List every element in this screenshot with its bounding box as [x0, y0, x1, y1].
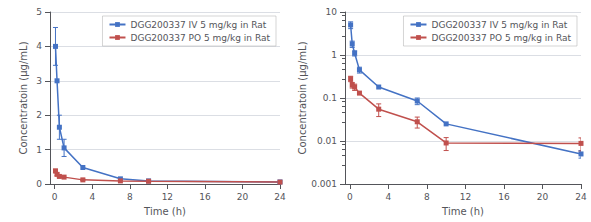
svg-text:DGG200337 IV 5 mg/kg in Rat: DGG200337 IV 5 mg/kg in Rat [431, 20, 567, 30]
svg-text:4: 4 [36, 41, 42, 51]
svg-text:2: 2 [36, 110, 42, 120]
svg-text:1: 1 [36, 145, 42, 155]
svg-text:Concentratoin (μg/mL): Concentratoin (μg/mL) [297, 41, 308, 154]
svg-text:0.1: 0.1 [323, 93, 337, 103]
svg-text:DGG200337 IV 5 mg/kg in Rat: DGG200337 IV 5 mg/kg in Rat [130, 20, 266, 30]
svg-text:0: 0 [347, 192, 353, 202]
svg-text:0.001: 0.001 [311, 179, 337, 189]
svg-text:5: 5 [36, 7, 42, 17]
svg-text:8: 8 [127, 192, 133, 202]
svg-text:4: 4 [385, 192, 391, 202]
svg-text:24: 24 [274, 192, 286, 202]
svg-text:Concentratoin (μg/mL): Concentratoin (μg/mL) [18, 41, 29, 154]
svg-text:DGG200337 PO 5 mg/kg in Rat: DGG200337 PO 5 mg/kg in Rat [431, 33, 571, 43]
svg-text:DGG200337 PO 5 mg/kg in Rat: DGG200337 PO 5 mg/kg in Rat [130, 33, 270, 43]
svg-text:Time (h): Time (h) [143, 206, 186, 217]
svg-text:3: 3 [36, 76, 42, 86]
svg-text:16: 16 [498, 192, 510, 202]
svg-text:20: 20 [537, 192, 549, 202]
svg-text:20: 20 [237, 192, 249, 202]
svg-text:12: 12 [162, 192, 173, 202]
svg-text:Time (h): Time (h) [441, 206, 484, 217]
svg-text:4: 4 [89, 192, 95, 202]
svg-text:0.01: 0.01 [317, 136, 337, 146]
svg-text:24: 24 [575, 192, 587, 202]
svg-text:12: 12 [460, 192, 471, 202]
svg-text:1: 1 [331, 50, 337, 60]
svg-text:16: 16 [199, 192, 211, 202]
svg-text:8: 8 [424, 192, 430, 202]
svg-text:0: 0 [36, 179, 42, 189]
svg-text:10: 10 [326, 7, 338, 17]
svg-text:0: 0 [52, 192, 58, 202]
